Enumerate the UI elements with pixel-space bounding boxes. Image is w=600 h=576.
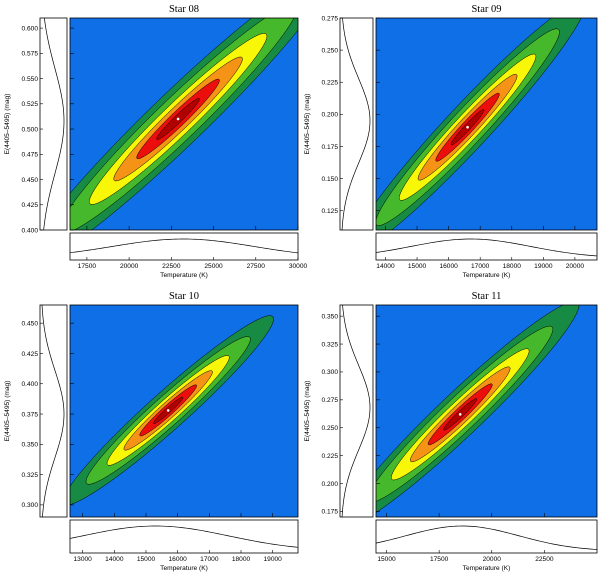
y-tick-label: 0.250 (321, 47, 338, 54)
x-axis-label: Temperature (K) (160, 565, 208, 572)
y-tick-label: 0.425 (21, 202, 38, 209)
x-tick-label: 13000 (73, 556, 92, 563)
x-tick-label: 27500 (247, 263, 266, 270)
y-tick-label: 0.175 (321, 509, 338, 516)
y-tick-label: 0.575 (21, 51, 38, 58)
plot-frame (69, 304, 299, 518)
x-tick-label: 17500 (430, 556, 449, 563)
plot-frame (69, 17, 299, 231)
x-tick-label: 16000 (168, 556, 187, 563)
y-axis-label: E(4405–5495) (mag) (304, 94, 311, 155)
marginal-x-curve (375, 525, 598, 550)
best-fit-marker (166, 409, 170, 412)
y-tick-label: 0.150 (321, 176, 338, 183)
x-tick-label: 15000 (377, 556, 396, 563)
plot-frame (375, 17, 598, 231)
y-tick-label: 0.275 (321, 397, 338, 404)
y-tick-label: 0.600 (21, 25, 38, 32)
marginal-x-curve (375, 238, 598, 257)
y-tick-label: 0.325 (21, 472, 38, 479)
marginal-y-curve (341, 304, 371, 518)
plot-frame (375, 304, 598, 518)
y-tick-label: 0.500 (21, 126, 38, 133)
x-tick-label: 20000 (120, 263, 139, 270)
y-axis-label: E(4405–5495) (mag) (4, 94, 11, 155)
y-tick-label: 0.425 (21, 351, 38, 358)
y-tick-label: 0.525 (21, 101, 38, 108)
marginal-x-frame (69, 519, 299, 554)
x-tick-label: 20000 (566, 263, 585, 270)
x-axis-label: Temperature (K) (160, 272, 208, 279)
x-tick-label: 17000 (200, 556, 219, 563)
y-tick-label: 0.175 (321, 144, 338, 151)
marginal-x-frame (375, 232, 598, 261)
x-tick-label: 30000 (289, 263, 308, 270)
x-tick-label: 22500 (162, 263, 181, 270)
y-tick-label: 0.225 (321, 453, 338, 460)
y-tick-label: 0.275 (321, 15, 338, 22)
chart-panel-2: 14000 15000 16000 17000 18000 19000 20000 0.125… (304, 4, 598, 279)
x-tick-label: 19000 (263, 556, 282, 563)
x-axis-label: Temperature (K) (463, 272, 511, 279)
y-tick-label: 0.400 (21, 227, 38, 234)
y-tick-label: 0.350 (21, 442, 38, 449)
marginal-y-frame (39, 17, 68, 231)
marginal-y-frame (339, 17, 374, 231)
marginal-x-curve (69, 238, 299, 254)
y-tick-label: 0.450 (21, 177, 38, 184)
y-tick-label: 0.200 (321, 112, 338, 119)
chart-title: Star 11 (472, 291, 502, 302)
y-tick-label: 0.125 (321, 208, 338, 215)
x-tick-label: 15000 (137, 556, 156, 563)
chart-panel-4: 15000 17500 20000 22500 0.175 0.200 0.225 0.250… (304, 291, 598, 572)
y-tick-label: 0.200 (321, 481, 338, 488)
y-tick-label: 0.300 (21, 502, 38, 509)
chart-panel-3: 13000 14000 15000 16000 17000 18000 19000 0.300… (4, 291, 299, 572)
chart-panel-1: 17500 20000 22500 25000 27500 30000 0.400 0.425… (4, 4, 308, 279)
y-axis-label: E(4405–5495) (mag) (4, 381, 11, 442)
x-tick-label: 14000 (105, 556, 124, 563)
y-tick-label: 0.225 (321, 80, 338, 87)
x-tick-label: 25000 (204, 263, 223, 270)
y-tick-label: 0.475 (21, 152, 38, 159)
y-tick-label: 0.400 (21, 381, 38, 388)
x-tick-label: 22500 (535, 556, 554, 563)
x-axis-label: Temperature (K) (463, 565, 511, 572)
x-tick-label: 20000 (483, 556, 502, 563)
marginal-x-frame (375, 519, 598, 554)
chart-title: Star 09 (471, 4, 501, 15)
y-tick-label: 0.550 (21, 76, 38, 83)
y-tick-label: 0.350 (321, 313, 338, 320)
marginal-y-curve (41, 304, 65, 518)
x-tick-label: 18000 (503, 263, 522, 270)
marginal-x-frame (69, 232, 299, 261)
marginal-y-curve (341, 17, 371, 231)
marginal-x-curve (69, 525, 299, 548)
marginal-y-curve (43, 17, 65, 231)
x-tick-label: 15000 (408, 263, 427, 270)
chart-title: Star 08 (169, 4, 199, 15)
x-tick-label: 17000 (471, 263, 490, 270)
y-tick-label: 0.450 (21, 320, 38, 327)
y-tick-label: 0.325 (321, 341, 338, 348)
chart-title: Star 10 (169, 291, 199, 302)
best-fit-marker (458, 413, 462, 416)
x-tick-label: 16000 (439, 263, 458, 270)
y-tick-label: 0.250 (321, 425, 338, 432)
x-tick-label: 14000 (376, 263, 395, 270)
marginal-y-frame (339, 304, 374, 518)
x-tick-label: 19000 (534, 263, 553, 270)
best-fit-marker (176, 117, 180, 121)
best-fit-marker (466, 125, 469, 129)
marginal-y-frame (39, 304, 68, 518)
y-tick-label: 0.300 (321, 369, 338, 376)
x-tick-label: 18000 (232, 556, 251, 563)
x-tick-label: 17500 (78, 263, 97, 270)
y-tick-label: 0.375 (21, 411, 38, 418)
y-axis-label: E(4405–5495) (mag) (304, 381, 311, 442)
